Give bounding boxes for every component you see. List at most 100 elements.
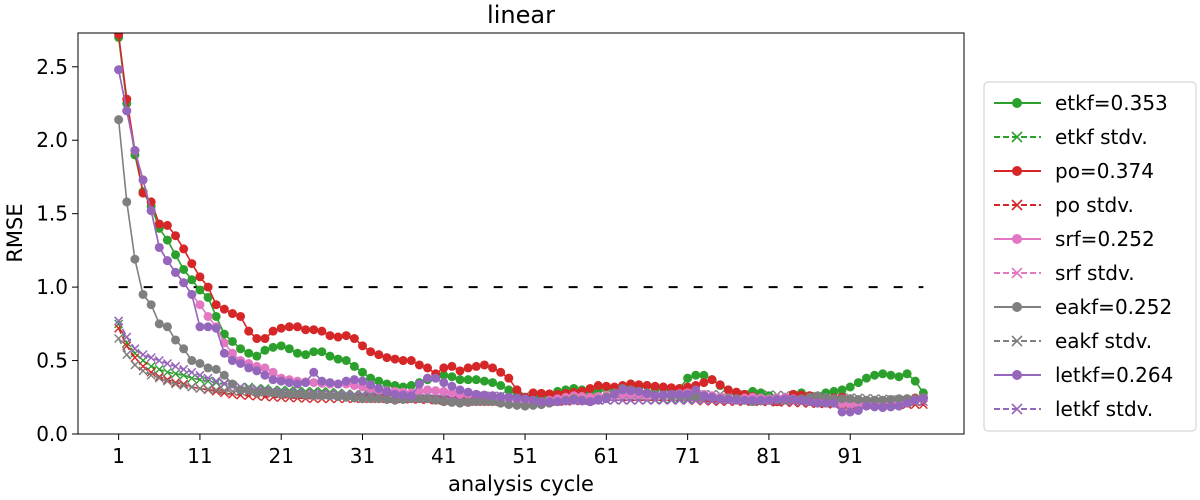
data-point [171, 361, 181, 371]
plot-frame [77, 32, 965, 435]
data-point [479, 390, 489, 400]
data-point [219, 329, 229, 339]
data-point [179, 364, 189, 374]
data-point [333, 354, 343, 364]
legend-label: etkf stdv. [1055, 125, 1148, 149]
data-point [268, 388, 278, 398]
data-point [357, 341, 367, 351]
data-point [187, 259, 197, 269]
legend-label: srf=0.252 [1055, 227, 1155, 251]
data-point [479, 397, 489, 407]
data-point [260, 345, 270, 355]
legend-label: po stdv. [1055, 193, 1134, 217]
data-point [642, 389, 652, 399]
data-point [512, 385, 522, 395]
data-point [301, 378, 311, 388]
data-point [333, 379, 343, 389]
data-point [496, 392, 506, 402]
legend-item: etkf stdv. [994, 125, 1148, 149]
data-point [861, 401, 871, 411]
data-point [252, 334, 262, 344]
data-point [260, 334, 270, 344]
data-point [504, 392, 514, 402]
data-point [179, 379, 189, 389]
data-point [479, 360, 489, 370]
data-point [870, 402, 880, 412]
data-point [227, 379, 237, 389]
data-point [171, 379, 181, 389]
data-point [154, 219, 164, 229]
data-point [398, 356, 408, 366]
data-point [203, 376, 213, 386]
data-point [349, 334, 359, 344]
data-point [268, 342, 278, 352]
data-point [268, 326, 278, 336]
data-point [203, 282, 213, 292]
data-point [219, 348, 229, 358]
data-point [528, 395, 538, 405]
data-point [130, 344, 140, 354]
data-point [366, 394, 376, 404]
legend-item: etkf=0.353 [994, 91, 1168, 115]
data-point [179, 264, 189, 274]
data-point [707, 375, 717, 385]
series-line [117, 327, 924, 406]
data-point [325, 331, 335, 341]
y-axis-title: RMSE [3, 203, 27, 262]
data-point [146, 300, 156, 310]
data-point [122, 332, 132, 342]
data-point [244, 385, 254, 395]
data-point [471, 397, 481, 407]
data-point [284, 344, 294, 354]
x-tick-label: 71 [675, 444, 700, 468]
data-point [260, 386, 270, 396]
data-point [341, 376, 351, 386]
data-point [439, 378, 449, 388]
data-point [504, 400, 514, 410]
data-point [195, 383, 205, 393]
series-line [117, 69, 924, 406]
data-point [553, 397, 563, 407]
data-point [488, 378, 498, 388]
data-point [813, 398, 823, 408]
data-point [171, 369, 181, 379]
data-point [260, 363, 270, 373]
data-point [333, 332, 343, 342]
data-point [252, 388, 262, 398]
data-point [414, 394, 424, 404]
data-point [601, 381, 611, 391]
data-point [666, 383, 676, 393]
data-point [374, 394, 384, 404]
data-point [528, 388, 538, 398]
data-point [496, 381, 506, 391]
data-point [423, 394, 433, 404]
data-point [219, 378, 229, 388]
data-point [325, 378, 335, 388]
data-point [301, 350, 311, 360]
legend-marker [1012, 166, 1022, 176]
data-point [162, 359, 172, 368]
data-point [845, 394, 855, 404]
data-point [650, 391, 660, 401]
data-point [414, 360, 424, 370]
data-point [349, 375, 359, 385]
data-point [845, 407, 855, 417]
legend-marker [1012, 370, 1022, 380]
x-tick-label: 51 [512, 444, 537, 468]
data-point [195, 370, 205, 380]
data-point [910, 395, 920, 405]
data-point [211, 385, 221, 395]
data-point [268, 367, 278, 377]
data-point [796, 395, 806, 405]
data-point [740, 395, 750, 405]
data-point [544, 397, 554, 407]
legend-label: letkf stdv. [1055, 397, 1153, 421]
data-point [382, 386, 392, 396]
data-point [211, 323, 221, 333]
data-point [544, 389, 554, 399]
data-point [439, 386, 449, 396]
data-point [463, 387, 473, 397]
data-point [366, 347, 376, 357]
data-point [902, 369, 912, 379]
